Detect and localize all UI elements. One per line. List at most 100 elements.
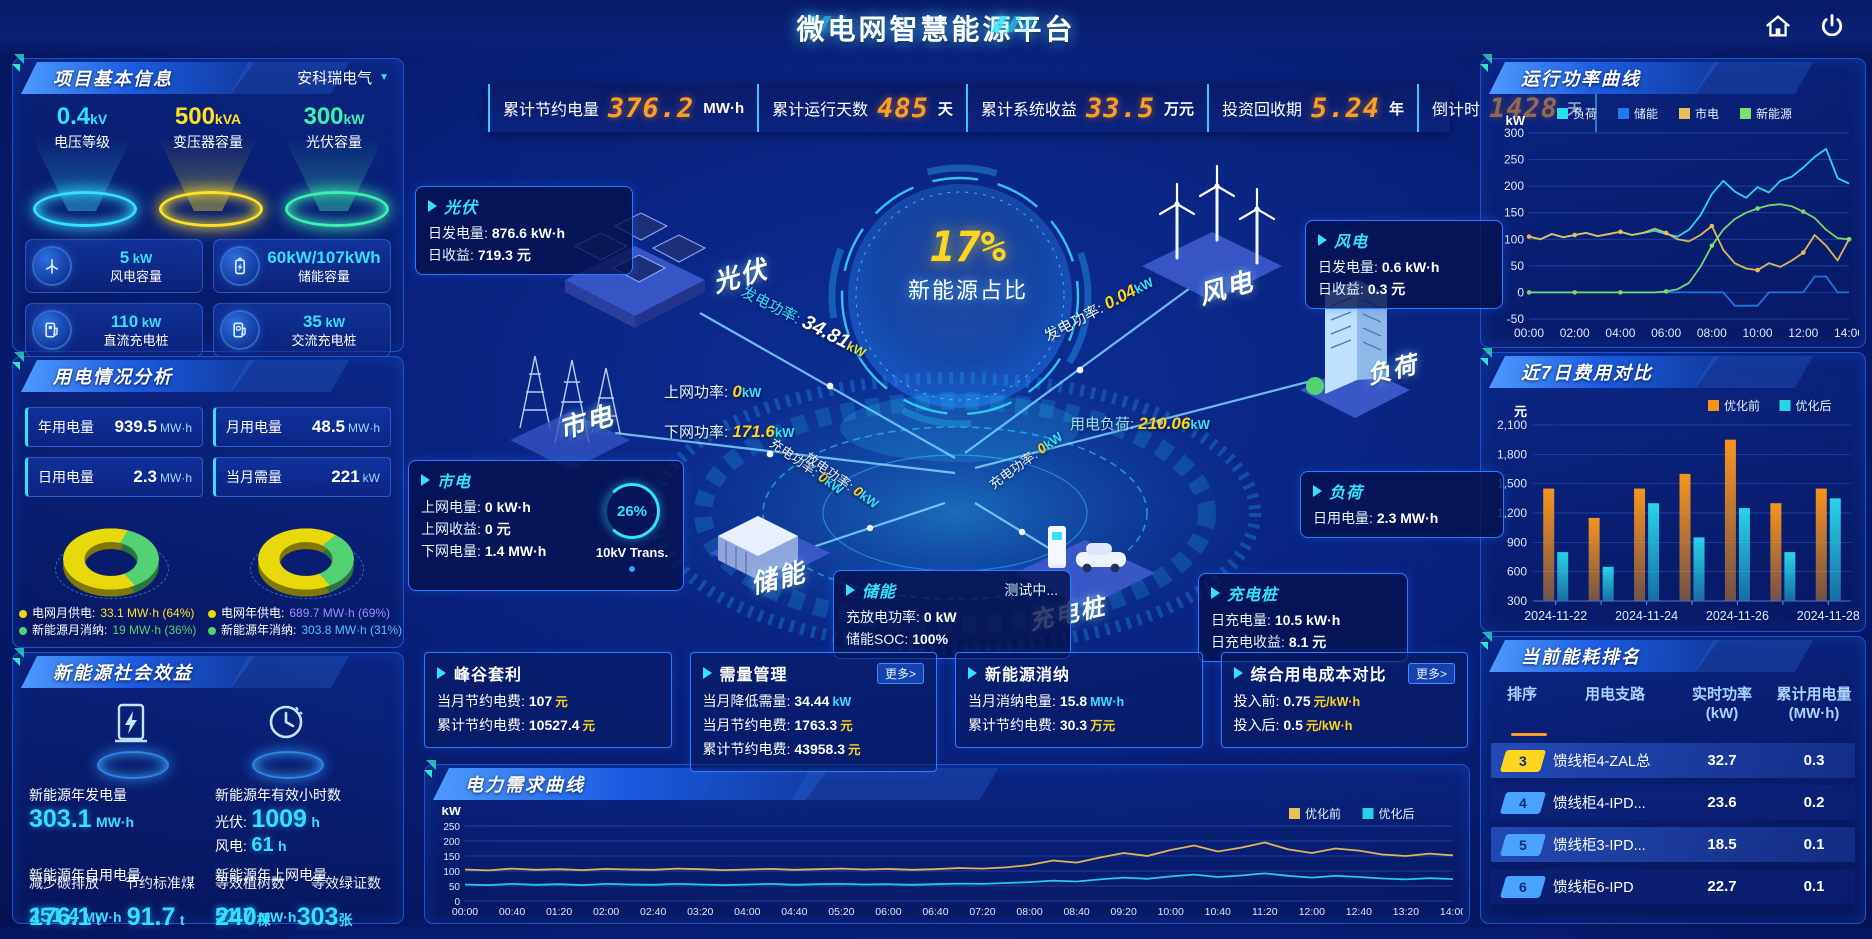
info-box-grid: 市电 上网电量: 0 kW·h 上网收益: 0 元下网电量: 1.4 MW·h 26% 10k…: [408, 460, 684, 591]
ranking-table: 排序 用电支路 实时功率 (kW) 累计用电量 (MW·h) 3 馈线柜4-ZAL总 3…: [1481, 675, 1865, 904]
rank-cell: 5: [1491, 833, 1553, 856]
cone-base-icon: [159, 191, 263, 227]
info-box-row: 上网电量: 0 kW·h: [421, 496, 579, 518]
svg-text:优化前: 优化前: [1305, 807, 1341, 821]
capacity-value-unit: kW: [138, 314, 162, 330]
panel-title: 项目基本信息: [53, 69, 173, 89]
benefit-unit: MW·h: [1090, 695, 1125, 709]
row-label: 上网收益:: [421, 521, 481, 537]
svg-text:00:00: 00:00: [452, 906, 478, 918]
stat-value: 376.2: [608, 92, 695, 124]
usage-value: 939.5 MW·h: [114, 417, 192, 436]
capacity-text: 5 kW 风电容量: [78, 247, 194, 285]
svg-text:08:40: 08:40: [1063, 906, 1089, 918]
info-box-rows: 日发电量: 0.6 kW·h 日收益: 0.3 元: [1318, 256, 1490, 300]
table-row[interactable]: 3 馈线柜4-ZAL总 32.7 0.3: [1491, 743, 1855, 778]
info-box-pv: 光伏 日发电量: 876.6 kW·h 日收益: 719.3 元: [415, 186, 633, 275]
benefit-value: 15.8: [1059, 693, 1088, 709]
capacity-value-number: 5: [119, 247, 130, 267]
capacity-label: 风电容量: [109, 268, 162, 284]
table-row[interactable]: 4 馈线柜4-IPD... 23.6 0.2: [1491, 785, 1855, 820]
benefit-label: 累计节约电费:: [437, 717, 525, 733]
capacity-cone: 0.4kV 电压等级: [23, 101, 141, 231]
flow-value: 0: [732, 382, 742, 401]
info-box-header: 负荷: [1313, 479, 1491, 503]
panel-usage-analysis: 用电情况分析 年用电量 939.5 MW·h 月用电量 48.5 MW·h 日用电量 2.3 M…: [12, 352, 404, 648]
power-icon[interactable]: [1818, 12, 1846, 40]
svg-text:02:40: 02:40: [640, 906, 666, 918]
stat-item: 累计系统收益 33.5 万元: [965, 84, 1207, 132]
flow-unit: kW: [844, 338, 869, 361]
capacity-value: 35 kW: [266, 311, 382, 333]
legend-label: 新能源年消纳:: [221, 623, 297, 637]
benefit-unit: 元: [848, 743, 861, 757]
benefit-label: 投入前:: [1233, 693, 1280, 709]
info-box-title: 负荷: [1329, 485, 1364, 502]
svg-text:10:00: 10:00: [1743, 326, 1773, 340]
capacity-text: 60kW/107kWh 储能容量: [266, 247, 382, 285]
stat-item: 投资回收期 5.24 年: [1206, 84, 1417, 132]
svg-text:2,100: 2,100: [1497, 418, 1527, 432]
company-select[interactable]: 安科瑞电气 ▼: [297, 67, 389, 88]
capacity-grid: 5 kW 风电容量 60kW/107kWh 储能容量 110 kW 直流充电桩 35 kW 交…: [13, 231, 403, 357]
clock-icon: [269, 705, 303, 739]
flow-label: 发电功率: 34.81kW: [737, 280, 870, 363]
flow-name: 发电功率:: [738, 283, 807, 330]
benefit-box-title: 新能源消纳: [985, 667, 1071, 684]
social-grid-feed: 新能源年上网电量 等效植树数 等效绿证数 51.7 MW·h 240棵 303张: [215, 867, 381, 931]
svg-text:优化前: 优化前: [1724, 398, 1760, 413]
svg-text:12:40: 12:40: [1346, 906, 1372, 918]
svg-text:2024-11-28: 2024-11-28: [1797, 609, 1859, 623]
info-box-header: 风电: [1318, 228, 1490, 252]
svg-text:150: 150: [443, 852, 460, 863]
usage-value-box: 年用电量 939.5 MW·h: [25, 407, 203, 447]
row-label: 上网电量:: [421, 499, 481, 515]
panel-corner-icon: [1480, 54, 1492, 72]
benefit-unit: 元: [582, 719, 596, 733]
svg-text:元: 元: [1514, 404, 1527, 419]
panel-cost-compare: 近7日费用对比 2,100 1,800 1,500 1,200 900 600 300 元 优化…: [1480, 348, 1866, 632]
header-decor-right: [991, 16, 1066, 32]
info-box-row: 日充电量: 10.5 kW·h: [1211, 609, 1395, 631]
svg-text:优化后: 优化后: [1796, 399, 1832, 413]
benefit-label: 累计节约电费:: [702, 741, 791, 757]
info-box-row: 储能SOC: 100%: [846, 628, 1058, 650]
renewable-share-value: 17%: [930, 222, 1006, 271]
row-value: 8.1 元: [1288, 634, 1327, 650]
capacity-value: 5 kW: [78, 247, 194, 269]
svg-text:优化后: 优化后: [1379, 807, 1415, 821]
svg-text:12:00: 12:00: [1299, 906, 1325, 918]
benefit-row: 当月降低需量: 34.44 kW: [703, 690, 925, 714]
panel-title: 用电情况分析: [53, 367, 173, 387]
more-button[interactable]: 更多>: [1407, 662, 1455, 684]
svg-text:2024-11-22: 2024-11-22: [1524, 609, 1587, 623]
more-button[interactable]: 更多>: [876, 662, 924, 684]
benefit-unit: 元/kW·h: [1313, 695, 1361, 709]
row-value: 100%: [912, 631, 949, 647]
table-row[interactable]: 5 馈线柜3-IPD... 18.5 0.1: [1491, 827, 1855, 862]
arrow-icon: [1313, 485, 1322, 497]
cone-value-unit: kW: [343, 111, 365, 127]
realtime-power: 22.7: [1707, 878, 1737, 895]
svg-text:00:40: 00:40: [499, 906, 525, 918]
benefit-label: 当月节约电费:: [437, 693, 525, 709]
donut-face: [257, 528, 354, 590]
svg-text:2024-11-24: 2024-11-24: [1615, 609, 1678, 623]
home-icon[interactable]: [1764, 12, 1792, 40]
usage-unit: MW·h: [160, 421, 192, 435]
capacity-value: 60kW/107kWh: [266, 247, 382, 269]
info-box-rows: 日用电量: 2.3 MW·h: [1313, 507, 1491, 529]
branch-name: 馈线柜4-IPD...: [1553, 796, 1646, 812]
info-box-rows: 上网电量: 0 kW·h 上网收益: 0 元下网电量: 1.4 MW·h: [421, 496, 579, 562]
usage-value: 2.3 MW·h: [133, 467, 192, 486]
flow-value: 171.6: [732, 422, 775, 441]
row-label: 日发电量:: [428, 225, 488, 241]
stat-label: 倒计时: [1432, 102, 1481, 119]
table-row[interactable]: 6 馈线柜6-IPD 22.7 0.1: [1491, 869, 1855, 904]
svg-text:14:00: 14:00: [1440, 906, 1463, 918]
svg-text:250: 250: [443, 822, 460, 833]
svg-text:市电: 市电: [1695, 106, 1719, 121]
capacity-cone: 500kVA 变压器容量: [149, 101, 267, 231]
capacity-value-number: 35: [302, 311, 322, 331]
svg-text:100: 100: [1504, 232, 1524, 246]
